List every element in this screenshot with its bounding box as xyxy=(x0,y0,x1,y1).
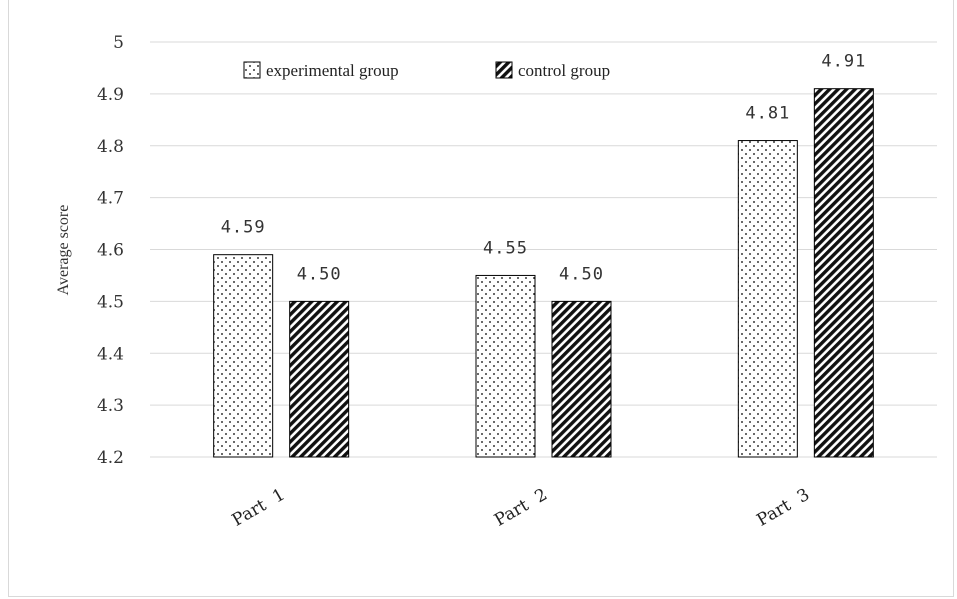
y-tick-label: 4.3 xyxy=(97,396,124,416)
data-label: 4.91 xyxy=(821,52,866,72)
bar-control xyxy=(289,300,350,458)
data-labels: 4.59 4.50 4.55 4.50 4.81 4.91 xyxy=(221,52,866,285)
data-label: 4.50 xyxy=(559,264,604,284)
legend-swatch-experimental xyxy=(243,61,261,79)
y-tick-label: 4.2 xyxy=(97,448,124,468)
legend: experimental group control group xyxy=(243,61,610,80)
x-category-label: Part 3 xyxy=(753,485,813,531)
bar-experimental xyxy=(737,140,798,458)
chart-frame xyxy=(8,0,954,597)
gridlines xyxy=(150,41,937,458)
bar-experimental xyxy=(475,274,536,458)
y-tick-label: 4.6 xyxy=(97,241,124,261)
data-label: 4.50 xyxy=(297,264,342,284)
legend-swatch-control xyxy=(495,61,513,79)
bars xyxy=(213,88,874,458)
y-tick-label: 4.4 xyxy=(97,344,124,364)
data-label: 4.55 xyxy=(483,238,528,258)
data-label: 4.59 xyxy=(221,218,266,238)
bar-experimental xyxy=(213,254,274,458)
y-tick-label: 4.5 xyxy=(97,292,124,312)
x-category-label: Part 2 xyxy=(491,485,551,531)
legend-label-control: control group xyxy=(518,61,610,80)
legend-label-experimental: experimental group xyxy=(266,61,399,80)
bar-control xyxy=(551,300,612,458)
x-category-label: Part 1 xyxy=(229,485,289,531)
y-axis-ticks: 4.2 4.3 4.4 4.5 4.6 4.7 4.8 4.9 5 xyxy=(97,33,124,468)
y-axis-title: Average score xyxy=(55,205,72,296)
data-label: 4.81 xyxy=(745,104,790,124)
y-tick-label: 4.8 xyxy=(97,137,124,157)
y-tick-label: 5 xyxy=(113,33,124,53)
y-tick-label: 4.7 xyxy=(97,189,124,209)
y-tick-label: 4.9 xyxy=(97,85,124,105)
bar-control xyxy=(813,88,874,458)
x-axis-categories: Part 1 Part 2 Part 3 xyxy=(229,485,813,531)
